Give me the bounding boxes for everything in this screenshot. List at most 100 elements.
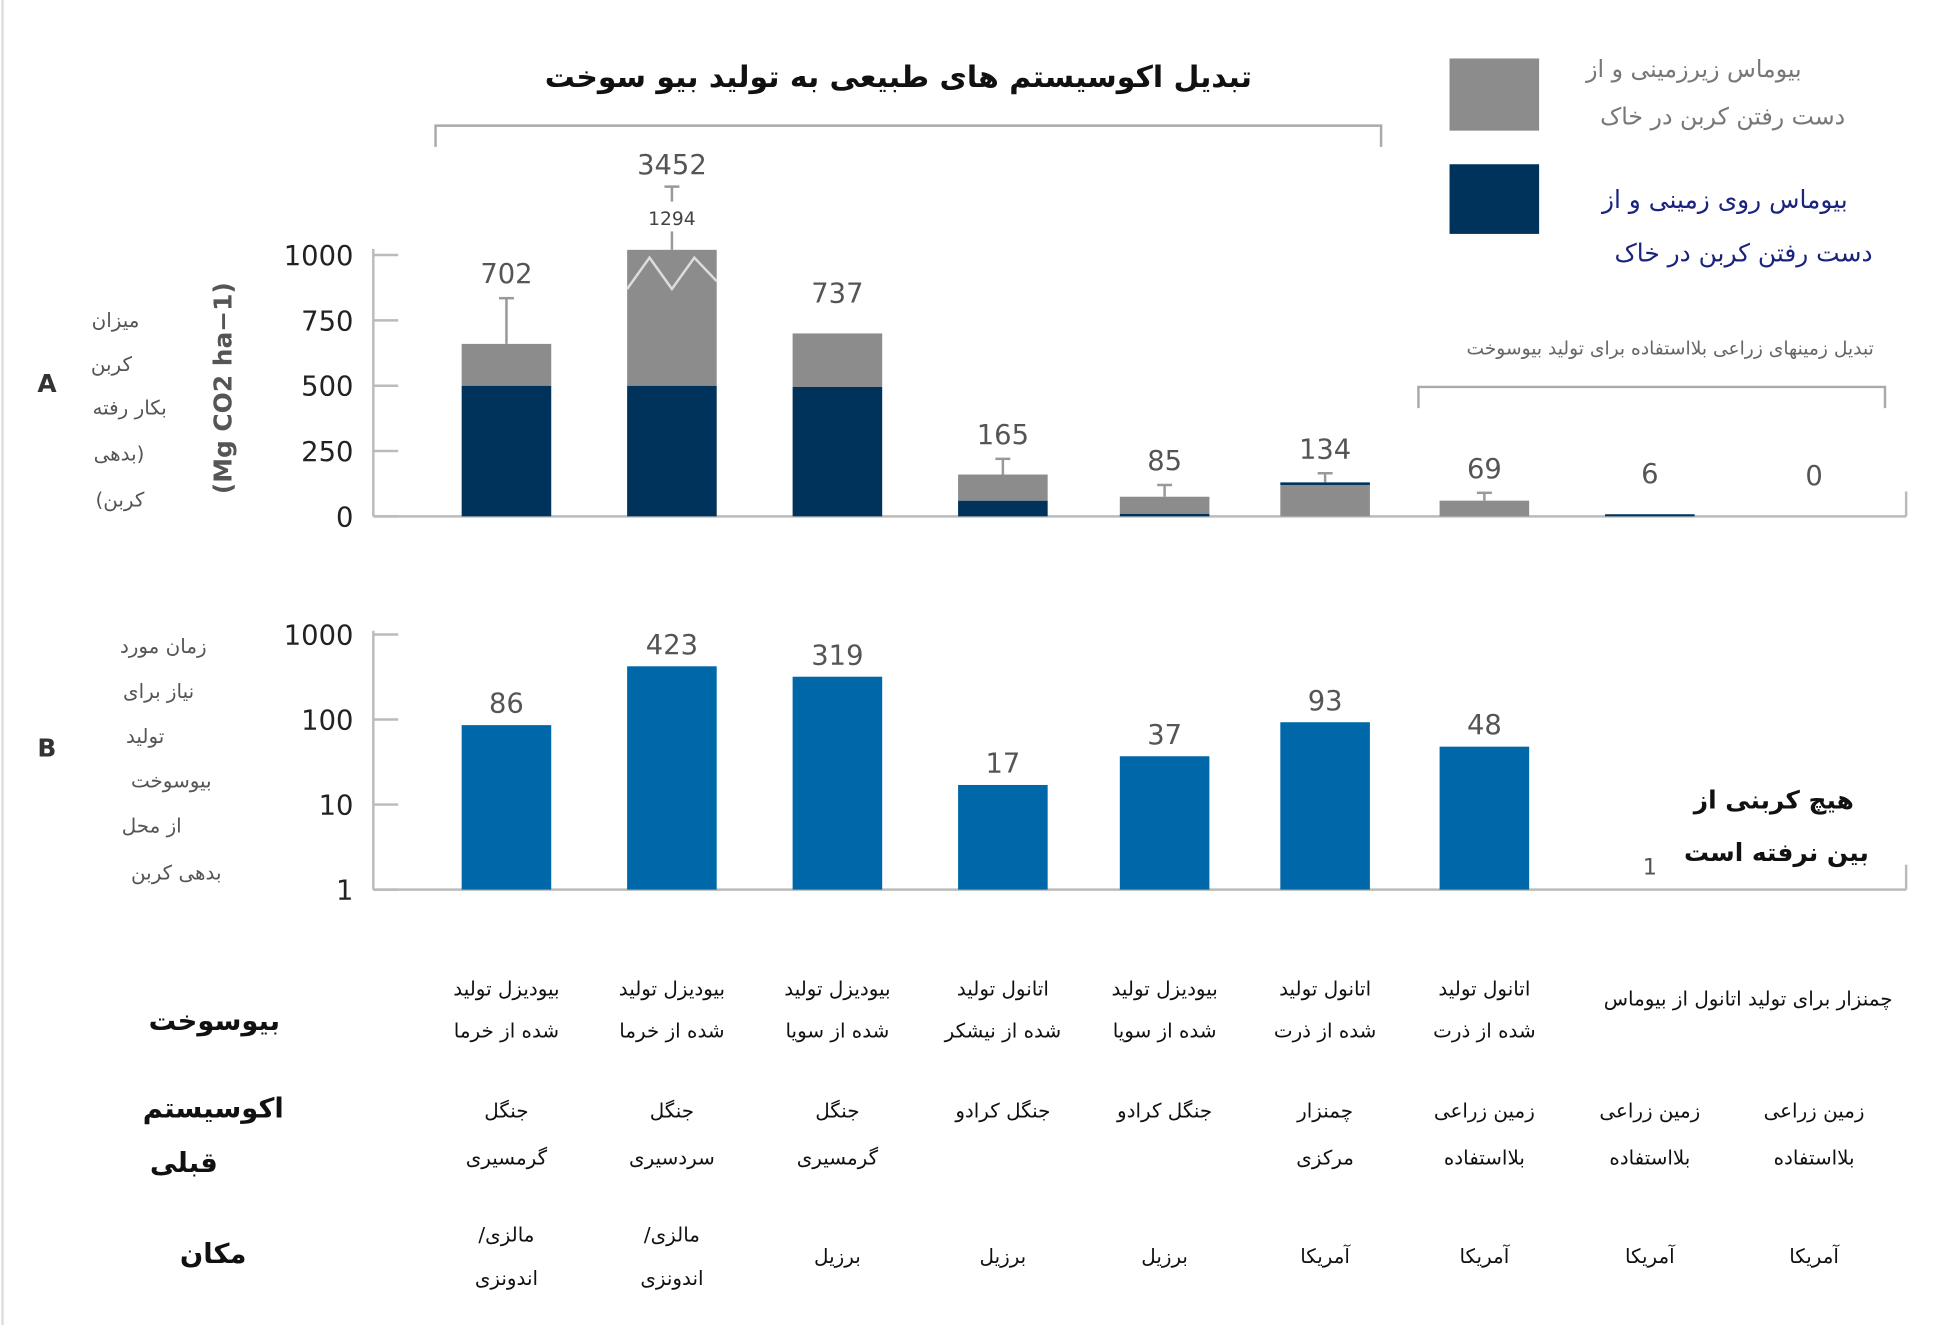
biofuel-cell: اتانول تولید [1279,977,1371,1000]
bar-value-label: 93 [1308,686,1343,717]
legend-swatch-below-ground [1449,58,1540,131]
ylabel-line: (بدهی [94,442,145,465]
panel-a-label: A [37,369,57,398]
y-tick-label: 1000 [284,241,354,272]
bar-value-label: 134 [1299,434,1351,465]
bar-segment-below-ground [792,333,883,388]
biofuel-cell: بیودیزل تولید [1111,977,1217,1000]
location-cell: مالزی/ [478,1224,534,1247]
y-tick-label: 500 [301,372,353,403]
location-cell: آمریکا [1459,1244,1510,1268]
y-tick-label: 1000 [284,620,354,651]
biofuel-cell: اتانول تولید [1438,977,1530,1000]
axis-break-mark [626,255,718,292]
row-header-ecosystem-2: قبلی [150,1148,218,1179]
bar-value-label: 423 [646,630,698,661]
bar-value-label: 737 [811,278,863,309]
biofuel-cell: بیودیزل تولید [619,977,725,1000]
cropland-bracket [1417,385,1887,409]
bar [1439,746,1530,890]
ylabel-line: بیوسوخت [131,770,212,793]
biofuel-cell: شده از ذرت [1274,1020,1377,1043]
no-carbon-annotation-1: هیچ کربنی از [1692,786,1854,816]
ecosystem-cell: جنگل [484,1099,528,1122]
ecosystem-cell: بلااستفاده [1774,1147,1855,1170]
bar [1119,756,1210,890]
bar-segment-above-ground [1119,513,1210,517]
bar [627,666,717,890]
y-tick-label: 750 [301,306,353,337]
ecosystem-cell: جنگل کرادو [1116,1099,1212,1122]
location-cell: اندونزی [640,1267,703,1290]
bar-segment-below-ground [461,343,552,386]
location-cell: مالزی/ [644,1224,700,1247]
location-cell: برزیل [1141,1245,1188,1268]
bar [461,725,552,890]
y-tick-label: 0 [336,502,353,533]
ecosystem-cell: زمین زراعی [1764,1099,1865,1122]
title-bracket [434,124,1383,147]
ylabel-line: کربن [91,353,133,376]
ecosystem-cell: گرمسیری [797,1147,879,1170]
y-tick-label: 10 [319,791,354,822]
no-carbon-value: 1 [1643,855,1657,881]
ecosystem-cell: گرمسیری [466,1147,548,1170]
ecosystem-cell: مرکزی [1296,1147,1354,1170]
legend-label-above-ground-2: دست رفتن کربن در خاک [1614,238,1872,267]
ecosystem-cell: زمین زراعی [1434,1099,1535,1122]
ecosystem-cell: جنگل کرادو [954,1099,1050,1122]
legend-label-below-ground-2: دست رفتن کربن در خاک [1600,102,1845,130]
bar-segment-below-ground [1439,500,1530,517]
biofuel-cell: بیودیزل تولید [453,977,559,1000]
ecosystem-cell: چمنزار [1296,1099,1353,1122]
row-header-location: مکان [180,1239,246,1270]
bar-value-label: 69 [1467,454,1502,485]
panel-b-ylabel: زمان مورد نیاز برای تولید بیوسوخت از محل… [120,635,222,884]
y-tick-label: 250 [301,437,353,468]
ecosystem-cell: جنگل [815,1099,859,1122]
ylabel-line: کربن) [96,488,145,511]
bar-value-label: 165 [977,420,1029,451]
ecosystem-cell: بلااستفاده [1609,1147,1690,1170]
bar-segment-below-ground [958,474,1048,501]
panel-a-unit-label: (Mg CO2 ha−1) [208,282,237,494]
bar [792,676,883,890]
legend-label-below-ground-1: بیوماس زیرزمینی و از [1585,55,1802,83]
bar-segment-above-ground [461,385,552,517]
chart-b: 1 10 100 1000 86 423 319 17 37 93 48 [284,620,1908,907]
bar-segment-below-ground [627,249,717,386]
ylabel-line: بدهی کربن [131,862,222,885]
location-cell: آمریکا [1300,1244,1351,1268]
ylabel-line: از محل [122,814,182,837]
ecosystem-cell: زمین زراعی [1599,1099,1700,1122]
ecosystem-cell: جنگل [650,1099,694,1122]
bar-segment-below-ground [1280,484,1370,517]
bar-value-label: 702 [480,259,532,290]
biofuel-cell: شده از ذرت [1433,1020,1536,1043]
bar-segment-above-ground [627,385,717,517]
ecosystem-cell: سردسیری [629,1147,715,1170]
row-header-biofuel: بیوسوخت [149,1006,280,1037]
biofuel-cell: شده از خرما [619,1020,724,1043]
chart-a: 0 250 500 750 1000 702 1294 3452 737 165 85 134 69 6 0 [284,150,1908,533]
biofuel-cell: اتانول تولید [957,977,1049,1000]
row-header-ecosystem-1: اکوسیستم [143,1093,284,1124]
y-tick-label: 100 [301,706,353,737]
location-cell: برزیل [814,1245,861,1268]
bar-value-label: 17 [985,749,1020,780]
ylabel-line: نیاز برای [123,680,194,703]
legend-swatch-above-ground [1449,164,1540,234]
bar-value-label: 48 [1467,710,1502,741]
bar [1280,722,1370,890]
ecosystem-cell: بلااستفاده [1444,1147,1525,1170]
location-cell: برزیل [980,1245,1027,1268]
bar-value-label: 319 [811,640,863,671]
ylabel-line: تولید [126,725,164,748]
ylabel-line: میزان [92,309,140,332]
bar-value-label: 6 [1641,459,1658,490]
biofuel-cell: شده از خرما [454,1020,559,1043]
location-cell: اندونزی [475,1267,538,1290]
bar-segment-above-ground [792,387,883,517]
error-value-label: 1294 [648,209,695,230]
